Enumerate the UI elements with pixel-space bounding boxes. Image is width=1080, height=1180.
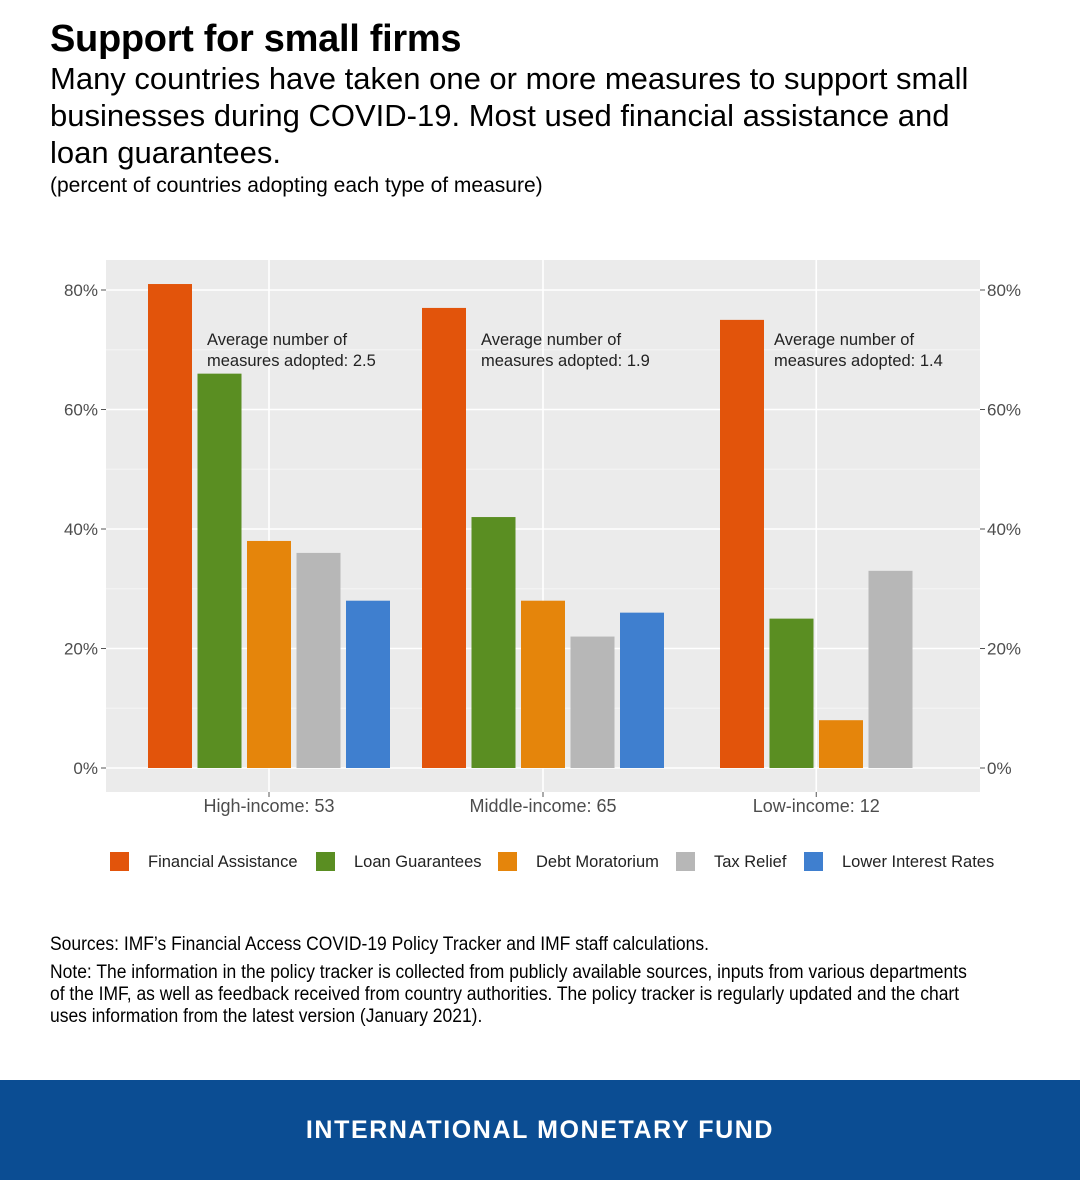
y-tick-label-right: 0% bbox=[987, 759, 1012, 778]
bar-financial-assistance-2 bbox=[422, 307, 466, 768]
bar-financial-assistance-3 bbox=[720, 319, 764, 768]
annotation-text: Average number of bbox=[774, 331, 914, 349]
units-note: (percent of countries adopting each type… bbox=[50, 174, 543, 197]
y-tick-label-left: 80% bbox=[64, 281, 98, 300]
annotation-text: Average number of bbox=[481, 331, 621, 349]
x-category-label: High-income: 53 bbox=[203, 796, 334, 816]
y-tick-label-left: 40% bbox=[64, 520, 98, 539]
bar-lower-interest-rates-2 bbox=[620, 612, 664, 768]
bar-debt-moratorium-2 bbox=[521, 600, 565, 768]
y-tick-label-left: 60% bbox=[64, 401, 98, 420]
annotation-text: measures adopted: 1.9 bbox=[481, 352, 650, 370]
bar-chart: 0% 0% 20% 20% 40% 40% 60% 60% 80% 80% High-income:… bbox=[64, 260, 1021, 871]
y-tick-label-left: 20% bbox=[64, 640, 98, 659]
annotations-group: Average number of measures adopted: 2.5 Av… bbox=[207, 331, 943, 370]
organization-name: INTERNATIONAL MONETARY FUND bbox=[305, 1115, 775, 1144]
chart-subtitle: Many countries have taken one or more me… bbox=[50, 61, 969, 170]
y-tick-label-right: 40% bbox=[987, 520, 1021, 539]
bar-tax-relief-2 bbox=[570, 636, 615, 768]
footer-banner: INTERNATIONAL MONETARY FUND bbox=[0, 1080, 1080, 1180]
legend-label-lower-interest-rates: Lower Interest Rates bbox=[842, 853, 994, 871]
legend-swatch-lower-interest-rates bbox=[804, 852, 823, 871]
legend-label-loan-guarantees: Loan Guarantees bbox=[354, 853, 482, 871]
axes-group: 0% 0% 20% 20% 40% 40% 60% 60% 80% 80% High-income:… bbox=[64, 281, 1021, 816]
annotation-text: measures adopted: 2.5 bbox=[207, 352, 376, 370]
chart-title: Support for small firms bbox=[50, 18, 462, 60]
y-tick-label-left: 0% bbox=[73, 759, 98, 778]
bar-tax-relief-1 bbox=[296, 552, 341, 768]
legend-swatch-tax-relief bbox=[676, 852, 695, 871]
legend-label-financial-assistance: Financial Assistance bbox=[148, 853, 298, 871]
note-text: Note: The information in the policy trac… bbox=[50, 962, 967, 1027]
legend-swatch-financial-assistance bbox=[110, 852, 129, 871]
y-tick-label-right: 80% bbox=[987, 281, 1021, 300]
x-category-label: Low-income: 12 bbox=[753, 796, 880, 816]
y-tick-label-right: 20% bbox=[987, 640, 1021, 659]
bar-loan-guarantees-3 bbox=[769, 618, 814, 768]
legend: Financial Assistance Loan Guarantees Debt … bbox=[110, 852, 994, 871]
bars-group bbox=[148, 284, 913, 768]
bar-loan-guarantees-2 bbox=[471, 517, 516, 768]
bar-debt-moratorium-1 bbox=[247, 540, 291, 768]
bar-debt-moratorium-3 bbox=[819, 720, 863, 768]
bar-lower-interest-rates-1 bbox=[346, 600, 390, 768]
annotation-text: measures adopted: 1.4 bbox=[774, 352, 943, 370]
y-tick-label-right: 60% bbox=[987, 401, 1021, 420]
sources-text: Sources: IMF’s Financial Access COVID-19… bbox=[50, 934, 709, 955]
x-category-label: Middle-income: 65 bbox=[469, 796, 616, 816]
bar-loan-guarantees-1 bbox=[197, 373, 242, 768]
legend-swatch-debt-moratorium bbox=[498, 852, 517, 871]
bar-tax-relief-3 bbox=[868, 570, 913, 768]
legend-label-tax-relief: Tax Relief bbox=[714, 853, 787, 871]
bar-financial-assistance-1 bbox=[148, 284, 192, 768]
annotation-text: Average number of bbox=[207, 331, 347, 349]
legend-label-debt-moratorium: Debt Moratorium bbox=[536, 853, 659, 871]
legend-swatch-loan-guarantees bbox=[316, 852, 335, 871]
